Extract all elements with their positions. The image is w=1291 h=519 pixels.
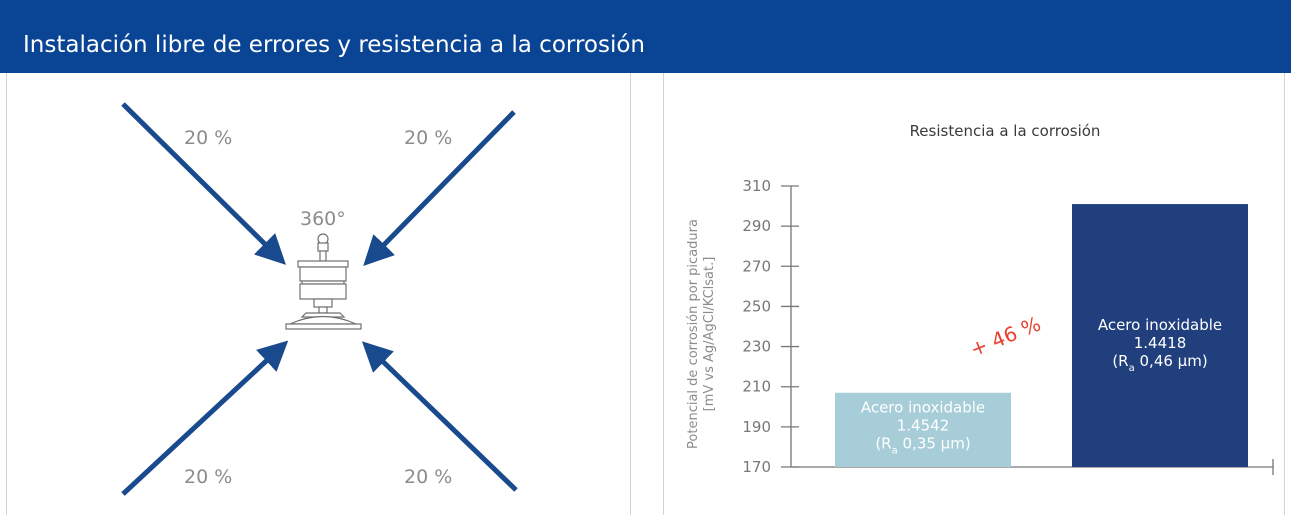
panel-divider — [630, 73, 631, 515]
arrow-label-bottom-left: 20 % — [184, 466, 232, 488]
right-border — [1284, 73, 1285, 515]
y-axis-label-line1: Potencial de corrosión por picadura — [686, 219, 701, 449]
bar-1-label-line3: (Ra 0,35 µm) — [875, 435, 970, 457]
arrow-top-right — [363, 110, 516, 267]
header-bar: Instalación libre de errores y resistenc… — [0, 0, 1291, 73]
bar-2-label-line3: (Ra 0,46 µm) — [1112, 352, 1207, 374]
corrosion-bar-chart: Resistencia a la corrosión Potencial de … — [686, 122, 1274, 476]
arrow-top-left — [121, 102, 286, 265]
increase-annotation: + 46 % — [967, 312, 1045, 362]
chart-title: Resistencia a la corrosión — [910, 122, 1101, 140]
panel-divider-right — [663, 73, 664, 515]
y-tick-label: 270 — [742, 257, 771, 275]
y-tick-label: 170 — [742, 458, 771, 476]
y-tick-label: 210 — [742, 378, 771, 396]
y-tick-label: 250 — [742, 297, 771, 315]
corrosion-chart-panel: Resistencia a la corrosión Potencial de … — [663, 73, 1285, 515]
arrow-bottom-right — [361, 341, 518, 492]
y-tick-label: 290 — [742, 217, 771, 235]
arrow-label-top-left: 20 % — [184, 127, 232, 149]
arrow-bottom-left — [121, 340, 289, 496]
arrow-label-top-right: 20 % — [404, 127, 452, 149]
installation-panel: 20 % 20 % 20 % 20 % 360° — [6, 73, 630, 515]
arrow-label-bottom-right: 20 % — [404, 466, 452, 488]
y-tick-label: 230 — [742, 338, 771, 356]
bar-1-label-line1: Acero inoxidable — [861, 399, 985, 417]
bar-1-label-line2: 1.4542 — [897, 417, 950, 435]
y-tick-label: 190 — [742, 418, 771, 436]
page-title: Instalación libre de errores y resistenc… — [23, 32, 645, 58]
bar-2 — [1072, 204, 1248, 468]
y-axis-label-line2: [mV vs Ag/AgCl/KClsat.] — [702, 257, 717, 412]
y-tick-label: 310 — [742, 177, 771, 195]
left-border — [6, 73, 7, 515]
bar-1 — [835, 392, 1011, 467]
installation-illustration: 20 % 20 % 20 % 20 % 360° — [121, 102, 518, 496]
rotation-label: 360° — [300, 208, 346, 230]
bar-2-label-line2: 1.4418 — [1134, 334, 1187, 352]
sensor-device-icon — [285, 233, 362, 330]
bar-2-label-line1: Acero inoxidable — [1098, 316, 1222, 334]
